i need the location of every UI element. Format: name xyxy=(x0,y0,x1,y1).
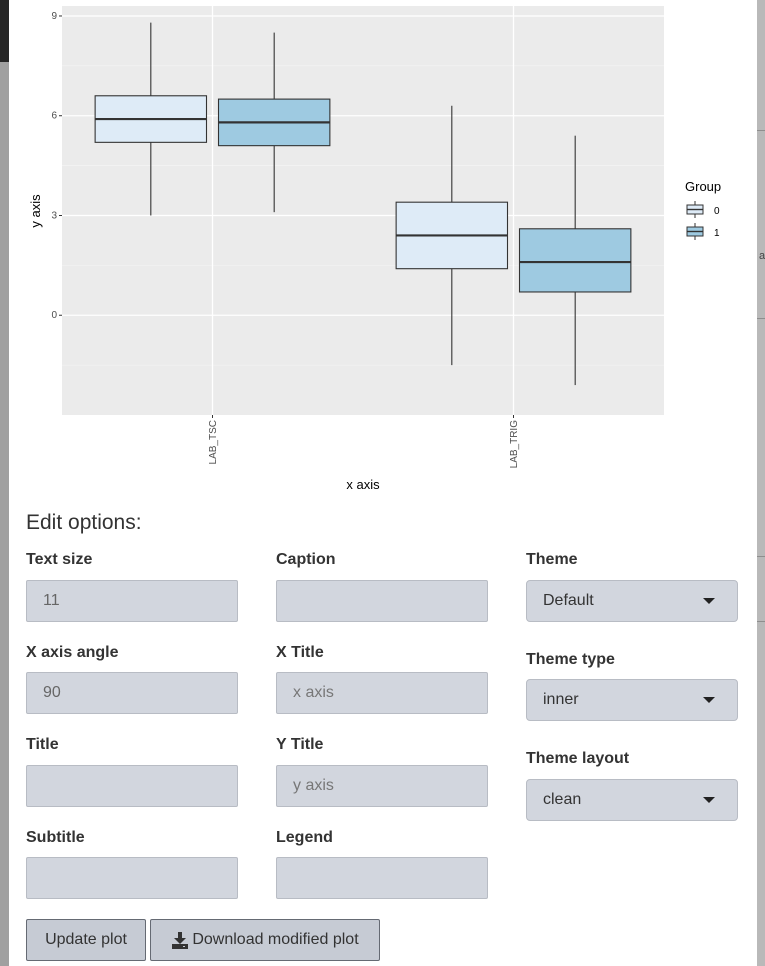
y-tick-label: 3 xyxy=(51,210,57,221)
caret-down-icon xyxy=(703,697,715,703)
y-tick-label: 0 xyxy=(51,310,57,321)
theme-layout-label: Theme layout xyxy=(526,750,630,767)
theme-label: Theme xyxy=(526,551,578,568)
legend-label: 0 xyxy=(714,206,720,217)
theme-type-select-value: inner xyxy=(543,691,579,708)
title-input[interactable] xyxy=(26,765,238,807)
caret-down-icon xyxy=(703,598,715,604)
legend-title: Group xyxy=(685,179,721,194)
y-title-input[interactable] xyxy=(276,765,488,807)
x-axis-angle-label: X axis angle xyxy=(26,644,119,661)
edit-plot-modal: 0 3 6 9 LAB_TSC LAB_TRIG y axis x axis Group… xyxy=(9,0,757,966)
x-title-input[interactable] xyxy=(276,672,488,714)
box-plot: 0 3 6 9 LAB_TSC LAB_TRIG y axis x axis Group… xyxy=(28,6,721,492)
update-plot-button[interactable]: Update plot xyxy=(26,919,146,961)
backdrop-edge xyxy=(757,0,765,966)
text-size-input[interactable] xyxy=(26,580,238,622)
caption-input[interactable] xyxy=(276,580,488,622)
box-body xyxy=(518,228,632,293)
theme-select-value: Default xyxy=(543,592,594,609)
y-axis: 0 3 6 9 xyxy=(51,11,62,321)
box-lab-trig-group-1 xyxy=(518,135,632,386)
x-axis-angle-input[interactable] xyxy=(26,672,238,714)
update-plot-label: Update plot xyxy=(45,931,127,948)
legend-key-0: 0 xyxy=(686,201,720,218)
subtitle-input[interactable] xyxy=(26,857,238,899)
y-axis-title: y axis xyxy=(28,194,43,228)
theme-type-label: Theme type xyxy=(526,651,615,668)
plot-panel xyxy=(62,6,664,415)
plot-boxes xyxy=(94,22,632,386)
caret-down-icon xyxy=(703,797,715,803)
box-lab-trig-group-0 xyxy=(395,105,509,366)
legend-label: 1 xyxy=(714,228,720,239)
download-modified-plot-label: Download modified plot xyxy=(192,931,359,948)
backdrop-text-fragment: a xyxy=(759,250,765,262)
x-title-label: X Title xyxy=(276,644,324,661)
subtitle-label: Subtitle xyxy=(26,829,85,846)
plot-legend: Group 0 1 xyxy=(685,179,721,240)
x-tick-label: LAB_TRIG xyxy=(509,420,520,469)
edit-options-heading: Edit options: xyxy=(26,511,142,534)
theme-type-select[interactable]: inner xyxy=(526,679,738,721)
x-axis: LAB_TSC LAB_TRIG xyxy=(208,415,520,468)
download-modified-plot-button[interactable]: Download modified plot xyxy=(150,919,380,961)
legend-input[interactable] xyxy=(276,857,488,899)
box-lab-tsc-group-0 xyxy=(94,22,208,216)
theme-layout-select[interactable]: clean xyxy=(526,779,738,821)
x-axis-title: x axis xyxy=(346,477,380,492)
plot-grid xyxy=(62,6,664,415)
y-tick-label: 9 xyxy=(51,11,57,22)
theme-select[interactable]: Default xyxy=(526,580,738,622)
x-tick-label: LAB_TSC xyxy=(208,420,219,464)
theme-layout-select-value: clean xyxy=(543,791,582,808)
y-tick-label: 6 xyxy=(51,111,57,122)
y-title-label: Y Title xyxy=(276,736,324,753)
legend-label: Legend xyxy=(276,829,333,846)
box-lab-tsc-group-1 xyxy=(217,32,331,213)
text-size-label: Text size xyxy=(26,551,93,568)
legend-key-1: 1 xyxy=(686,223,720,240)
download-icon xyxy=(172,931,189,949)
caption-label: Caption xyxy=(276,551,336,568)
title-label: Title xyxy=(26,736,59,753)
